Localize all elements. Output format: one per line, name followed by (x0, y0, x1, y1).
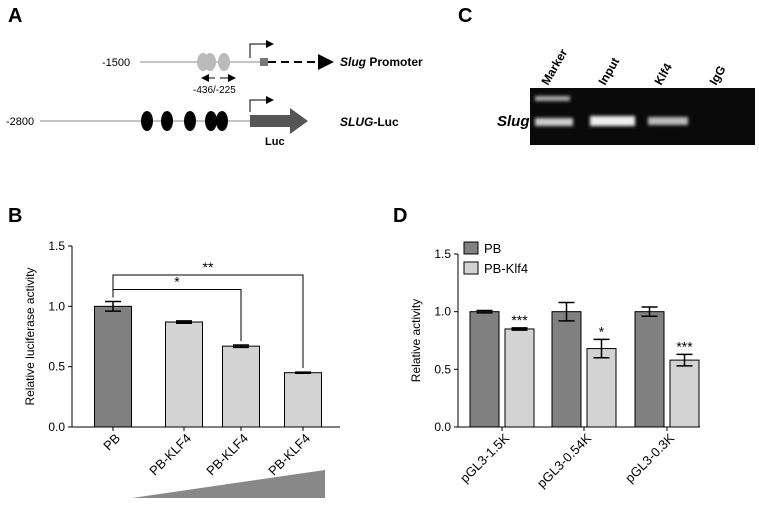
bar (284, 372, 322, 428)
y-tick-label: 0.0 (48, 420, 65, 434)
panel-label: C (458, 5, 472, 27)
lane-label: Klf4 (651, 61, 675, 88)
site (205, 111, 217, 131)
site (218, 53, 230, 71)
row-label: Slug (497, 113, 530, 130)
panel-a: A -1500 Slug Promoter -436/-225 -2800 Lu… (6, 5, 423, 148)
band (590, 116, 635, 126)
significance-bracket (112, 274, 304, 369)
x-tick-label: PB-KLF4 (203, 431, 251, 479)
error-bar (105, 300, 121, 312)
tss-arrow (249, 40, 274, 58)
significance-label: *** (676, 338, 693, 354)
primer-label: -436/-225 (193, 85, 236, 96)
bar (94, 305, 132, 428)
bar (634, 311, 665, 428)
position-label: -1500 (102, 57, 130, 69)
bar (504, 328, 535, 428)
legend-swatch (463, 241, 479, 255)
x-tick-label: PB (100, 431, 123, 454)
tss-arrow (249, 96, 274, 112)
legend-label: PB-Klf4 (484, 261, 528, 276)
label: -Luc (373, 115, 399, 129)
bar (669, 359, 700, 428)
lane-label: Marker (538, 46, 570, 87)
site (204, 53, 216, 71)
legend-label: PB (484, 241, 501, 256)
site (161, 111, 173, 131)
y-axis-label: Relative activity (409, 299, 423, 382)
y-tick-label: 1.5 (434, 247, 451, 261)
gene-label: Slug Promoter (340, 55, 423, 69)
luc-arrow (250, 108, 308, 134)
bar (551, 311, 582, 428)
exon (260, 58, 268, 66)
site (141, 111, 153, 131)
y-tick-label: 0.0 (434, 420, 451, 434)
dose-wedge (132, 470, 325, 498)
panel-label: B (8, 205, 22, 227)
bar (222, 345, 260, 428)
legend-swatch (463, 261, 479, 275)
x-tick-label: PB-KLF4 (146, 431, 194, 479)
x-tick-label: pGL3-0.54K (534, 430, 594, 490)
bar (469, 311, 500, 428)
error-bar (476, 309, 493, 314)
error-bar (676, 353, 693, 367)
site (216, 111, 228, 131)
band (535, 118, 573, 126)
error-bar (511, 327, 528, 331)
lane-label: Input (595, 55, 622, 87)
error-bar (233, 344, 249, 349)
label: Promoter (366, 55, 423, 69)
x-tick-label: PB-KLF4 (265, 431, 313, 479)
y-tick-label: 1.0 (48, 299, 65, 313)
construct-label: SLUG-Luc (340, 115, 399, 129)
significance-label: * (599, 323, 605, 339)
significance-label: *** (511, 312, 528, 328)
error-bar (295, 371, 311, 375)
bar (586, 348, 617, 428)
band (535, 96, 570, 101)
band (648, 117, 688, 125)
x-tick-label: pGL3-1.5K (457, 430, 512, 485)
y-axis-label: Relative luciferase activity (23, 267, 37, 405)
lane-label: IgG (706, 63, 728, 87)
reporter-label: Luc (265, 136, 285, 148)
y-tick-label: 1.0 (434, 305, 451, 319)
error-bar (641, 306, 658, 318)
gene: SLUG (340, 115, 373, 129)
error-bar (176, 320, 192, 324)
panel-label: A (8, 5, 22, 27)
y-tick-label: 0.5 (48, 360, 65, 374)
panel-c: C Slug Marker Input Klf4 IgG (458, 5, 755, 145)
significance-label: ** (203, 259, 214, 275)
site (184, 111, 196, 131)
significance-label: * (174, 273, 180, 289)
gene: Slug (340, 55, 367, 69)
position-label: -2800 (6, 116, 34, 128)
bar (165, 321, 203, 428)
error-bar (593, 338, 610, 359)
y-tick-label: 1.5 (48, 239, 65, 253)
x-tick-label: pGL3-0.3K (622, 430, 677, 485)
error-bar (558, 301, 575, 322)
panel-label: D (393, 205, 407, 227)
y-tick-label: 0.5 (434, 362, 451, 376)
